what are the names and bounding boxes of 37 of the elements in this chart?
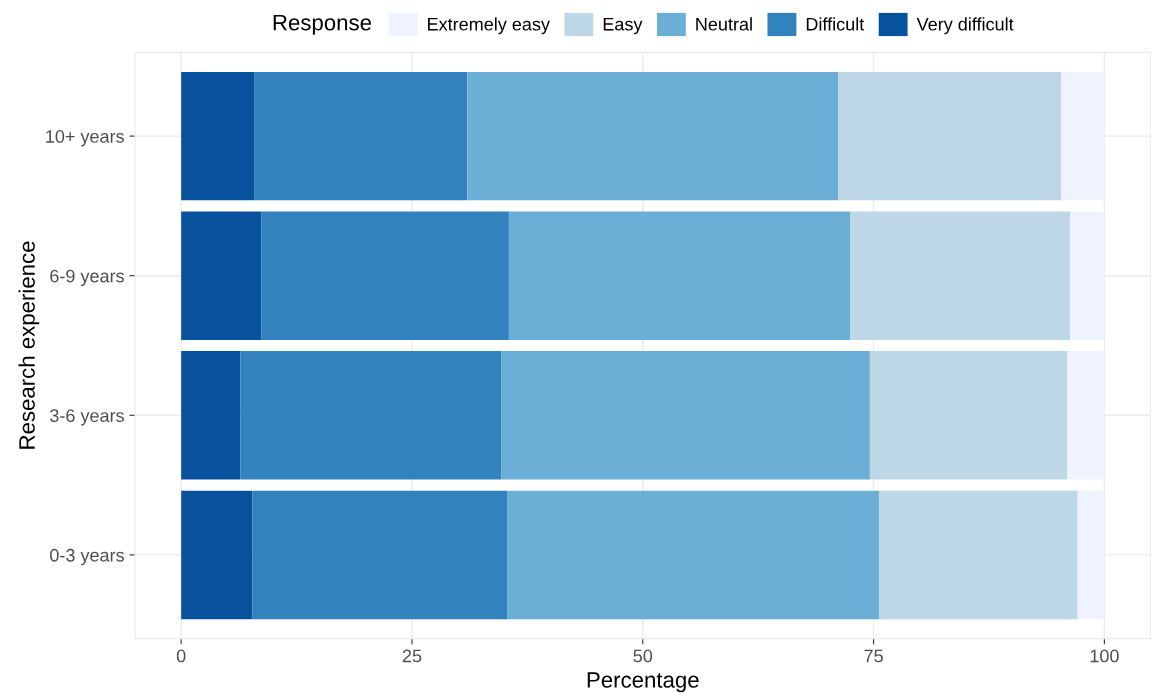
legend-label: Extremely easy	[428, 17, 550, 35]
bar	[1060, 71, 1105, 201]
legend-label: Neutral	[696, 17, 752, 31]
bar	[869, 351, 1068, 480]
x-tick-label: 100	[1090, 649, 1119, 663]
bar	[1077, 490, 1105, 620]
bar	[240, 351, 502, 480]
bar	[1070, 211, 1105, 340]
bar	[879, 490, 1078, 620]
x-tick-label: 50	[633, 649, 653, 663]
bar	[507, 490, 880, 620]
bar	[181, 351, 241, 480]
bar	[181, 211, 262, 340]
bar	[508, 211, 851, 340]
legend-title: Response	[273, 14, 371, 35]
bar	[181, 71, 255, 201]
x-tick-label: 0	[176, 649, 186, 663]
x-tick-label: 75	[864, 649, 883, 663]
legend-label: Difficult	[806, 17, 865, 31]
y-tick-label: 6-9 years	[50, 269, 124, 286]
bar	[252, 490, 508, 620]
bar	[501, 351, 870, 480]
x-axis-title: Percentage	[587, 672, 699, 693]
x-tick-label: 25	[402, 649, 422, 663]
bar	[261, 211, 509, 340]
y-axis-title: Research experience	[18, 241, 40, 449]
y-tick-label: 0-3 years	[50, 548, 124, 566]
legend-label: Easy	[603, 17, 643, 35]
bar	[254, 71, 468, 201]
bar	[850, 211, 1071, 340]
bar	[181, 490, 253, 620]
bar	[467, 71, 839, 201]
bar	[1067, 351, 1105, 480]
bar	[838, 71, 1061, 201]
legend-label: Very difficult	[916, 17, 1014, 35]
y-tick-label: 3-6 years	[50, 409, 124, 426]
y-tick-label: 10+ years	[46, 130, 124, 147]
